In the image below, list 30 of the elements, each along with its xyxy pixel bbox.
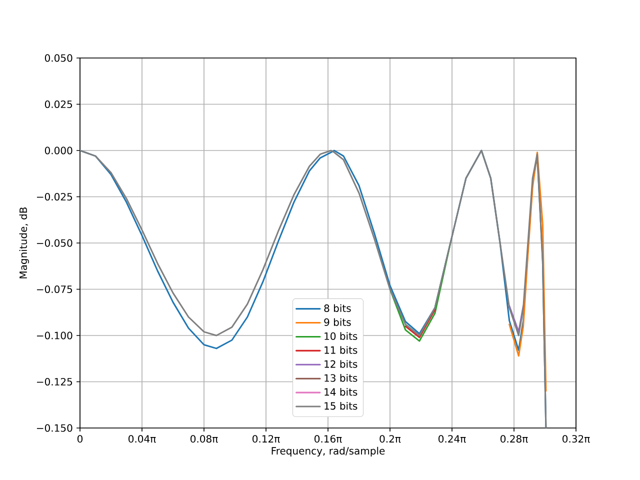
legend-label: 15 bits (324, 402, 358, 410)
x-tick-label: 0.16π (314, 435, 342, 443)
legend-label: 11 bits (324, 346, 358, 354)
y-tick-label: −0.150 (36, 424, 72, 432)
x-tick-label: 0.2π (380, 435, 401, 443)
y-tick-label: −0.075 (36, 285, 72, 294)
legend-label: 13 bits (324, 374, 358, 382)
x-tick-label: 0.08π (190, 435, 218, 443)
x-axis-title: Frequency, rad/sample (272, 446, 385, 457)
x-tick-label: 0.12π (252, 435, 280, 443)
y-tick-label: −0.100 (36, 332, 72, 340)
legend-label: 10 bits (324, 332, 358, 340)
y-tick-label: −0.125 (36, 378, 72, 386)
y-tick-label: −0.025 (36, 192, 72, 201)
legend-label: 14 bits (324, 388, 358, 396)
x-tick-label: 0.32π (562, 435, 590, 443)
y-tick-label: 0.000 (44, 146, 72, 154)
legend-label: 9 bits (324, 318, 351, 326)
x-tick-label: 0 (77, 435, 83, 443)
y-axis-title: Magnitude, dB (19, 207, 29, 278)
y-tick-label: 0.050 (44, 54, 72, 62)
x-tick-label: 0.28π (500, 435, 528, 443)
line-series (508, 152, 547, 392)
line-series (80, 150, 547, 428)
legend-label: 12 bits (324, 360, 358, 368)
y-tick-label: 0.025 (44, 100, 72, 108)
y-tick-label: −0.050 (36, 239, 72, 247)
x-tick-label: 0.04π (128, 435, 156, 443)
x-tick-label: 0.24π (438, 435, 466, 443)
legend-label: 8 bits (324, 304, 351, 312)
